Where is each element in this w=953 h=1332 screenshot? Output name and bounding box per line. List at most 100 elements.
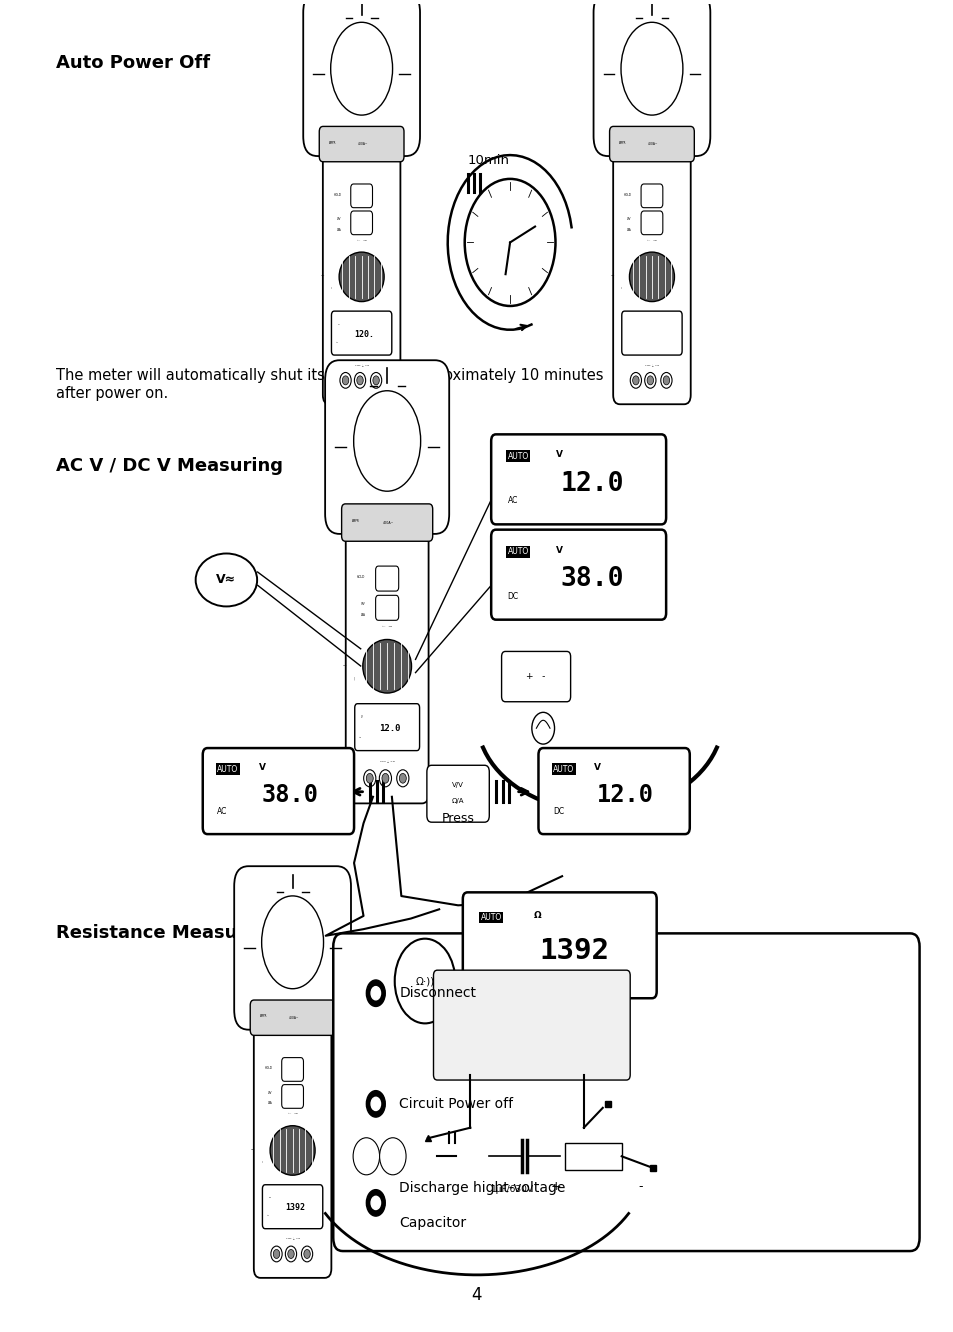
FancyBboxPatch shape — [537, 749, 689, 834]
Text: 12.0: 12.0 — [378, 723, 400, 733]
Text: Disconnect: Disconnect — [399, 986, 476, 1000]
Text: 38.0: 38.0 — [261, 783, 318, 807]
Text: AMPR: AMPR — [259, 1015, 267, 1019]
Text: 10min: 10min — [467, 155, 509, 166]
Circle shape — [366, 980, 385, 1007]
Circle shape — [379, 770, 391, 787]
Text: V: V — [594, 763, 600, 773]
Circle shape — [399, 774, 406, 783]
Text: AUTO: AUTO — [480, 912, 501, 922]
FancyBboxPatch shape — [281, 1084, 303, 1108]
Text: Press: Press — [441, 811, 474, 825]
FancyBboxPatch shape — [640, 210, 662, 234]
Text: AUTO: AUTO — [217, 765, 238, 774]
Text: 400A~: 400A~ — [382, 521, 394, 525]
Circle shape — [356, 376, 363, 385]
Circle shape — [464, 178, 555, 306]
Text: 12.0: 12.0 — [597, 783, 654, 807]
Text: Auto Power Off: Auto Power Off — [56, 55, 210, 72]
FancyBboxPatch shape — [331, 312, 392, 356]
Circle shape — [366, 1189, 385, 1216]
Text: V/V: V/V — [268, 1091, 273, 1095]
Ellipse shape — [620, 23, 682, 115]
FancyBboxPatch shape — [253, 1020, 331, 1277]
Text: Resistance Measuring: Resistance Measuring — [56, 924, 277, 942]
Text: Ω/A: Ω/A — [268, 1102, 273, 1106]
Text: +   -: + - — [526, 673, 545, 681]
Circle shape — [363, 770, 375, 787]
FancyBboxPatch shape — [250, 1000, 335, 1035]
FancyBboxPatch shape — [351, 184, 372, 208]
Text: Ω/A: Ω/A — [360, 613, 365, 617]
Text: V/V: V/V — [336, 217, 341, 221]
Text: Ω: Ω — [534, 911, 541, 920]
Circle shape — [370, 373, 381, 388]
Text: AUTO: AUTO — [507, 452, 528, 461]
Text: AMPR: AMPR — [329, 141, 335, 145]
Circle shape — [366, 1091, 385, 1118]
Ellipse shape — [338, 252, 384, 301]
Text: COM  △  V-Ω: COM △ V-Ω — [285, 1237, 299, 1239]
Text: Ω/A: Ω/A — [626, 228, 631, 232]
FancyBboxPatch shape — [621, 312, 681, 356]
Text: V≈: V≈ — [216, 574, 236, 586]
Circle shape — [395, 939, 455, 1023]
Circle shape — [630, 373, 640, 388]
FancyBboxPatch shape — [319, 127, 403, 161]
FancyBboxPatch shape — [609, 127, 694, 161]
FancyBboxPatch shape — [325, 360, 449, 534]
Text: 400A~: 400A~ — [647, 143, 658, 147]
FancyBboxPatch shape — [233, 866, 351, 1030]
FancyBboxPatch shape — [203, 749, 354, 834]
FancyBboxPatch shape — [564, 1143, 621, 1169]
FancyBboxPatch shape — [593, 0, 710, 156]
Text: V/V: V/V — [452, 782, 463, 789]
Circle shape — [301, 1247, 313, 1261]
Circle shape — [285, 1247, 296, 1261]
FancyBboxPatch shape — [375, 595, 398, 621]
Text: -: - — [638, 1180, 642, 1193]
Circle shape — [396, 770, 409, 787]
Circle shape — [371, 987, 380, 1000]
Text: V/V: V/V — [360, 602, 365, 606]
Text: 38.0: 38.0 — [559, 566, 623, 593]
FancyBboxPatch shape — [462, 892, 656, 998]
Text: Circuit Power off: Circuit Power off — [399, 1096, 513, 1111]
FancyBboxPatch shape — [322, 148, 400, 404]
Text: 12.0: 12.0 — [559, 472, 623, 497]
Text: V: V — [258, 763, 265, 773]
Circle shape — [354, 373, 365, 388]
Circle shape — [371, 1098, 380, 1111]
FancyBboxPatch shape — [262, 1184, 322, 1228]
Text: AMPR: AMPR — [352, 519, 359, 523]
FancyBboxPatch shape — [303, 0, 419, 156]
Text: V: V — [555, 450, 562, 460]
Text: 1392: 1392 — [285, 1203, 305, 1212]
Text: Ω/A: Ω/A — [336, 228, 341, 232]
Text: HOLD: HOLD — [264, 1067, 273, 1071]
Circle shape — [342, 376, 349, 385]
Text: 400A~: 400A~ — [289, 1016, 299, 1020]
Ellipse shape — [354, 390, 420, 492]
Text: 1μF/630V: 1μF/630V — [491, 1185, 534, 1195]
FancyBboxPatch shape — [433, 970, 630, 1080]
Text: Ω·)): Ω·)) — [415, 976, 435, 986]
Text: 1392: 1392 — [539, 936, 609, 964]
Circle shape — [366, 774, 373, 783]
Text: The meter will automatically shut itself off after approximately 10 minutes
afte: The meter will automatically shut itself… — [56, 368, 603, 401]
Circle shape — [371, 1196, 380, 1209]
FancyBboxPatch shape — [640, 184, 662, 208]
Circle shape — [644, 373, 656, 388]
Text: V/V: V/V — [627, 217, 631, 221]
Ellipse shape — [362, 639, 411, 693]
Text: COM  △  V-Ω: COM △ V-Ω — [644, 364, 659, 365]
Text: COM  △  V-Ω: COM △ V-Ω — [379, 761, 395, 762]
Text: V: V — [360, 715, 362, 719]
Text: Discharge hight-voltage: Discharge hight-voltage — [399, 1181, 565, 1195]
FancyBboxPatch shape — [491, 530, 665, 619]
Text: AUTO: AUTO — [553, 765, 574, 774]
Text: +: + — [550, 1180, 560, 1193]
FancyBboxPatch shape — [351, 210, 372, 234]
Text: AC V / DC V Measuring: AC V / DC V Measuring — [56, 457, 283, 476]
Text: Capacitor: Capacitor — [399, 1216, 466, 1231]
